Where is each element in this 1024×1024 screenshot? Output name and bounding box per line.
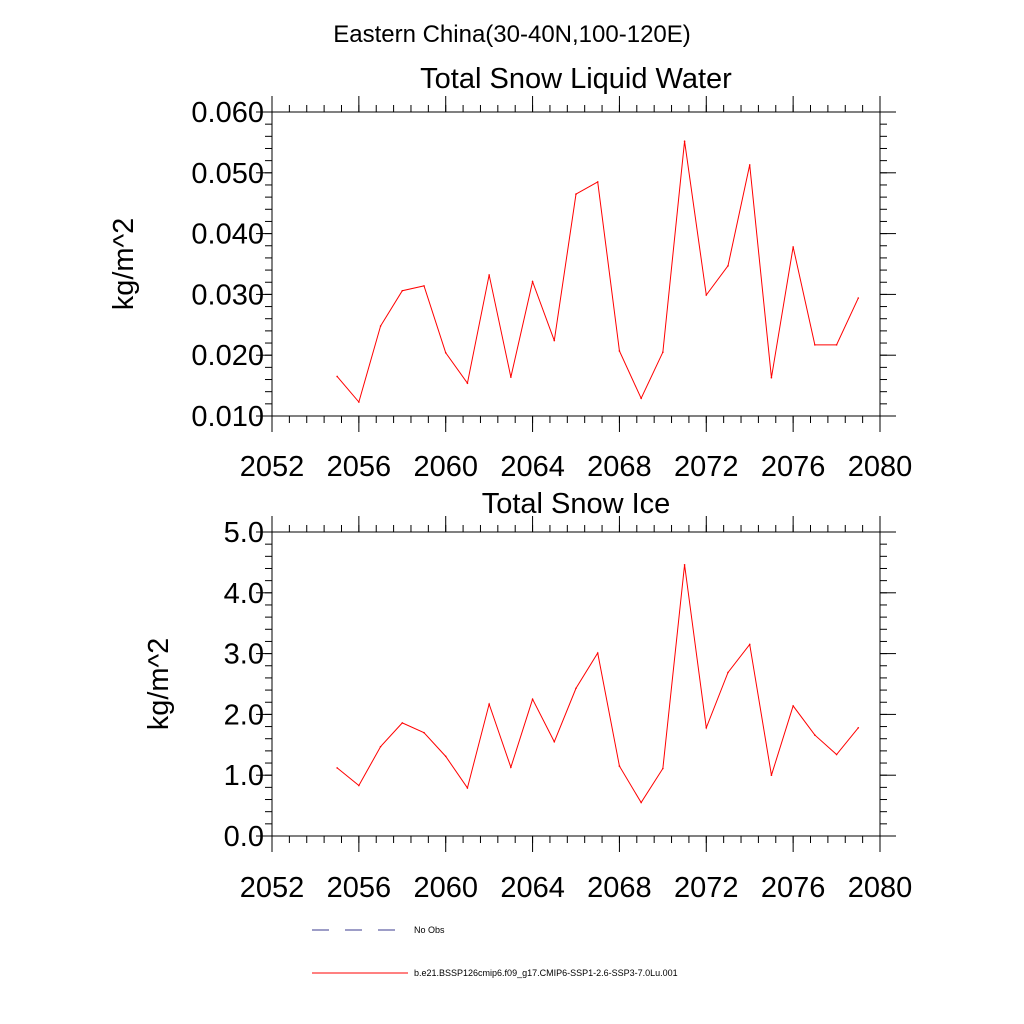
data-point: [510, 376, 512, 378]
x-tick-label: 2068: [587, 872, 652, 904]
y-tick-label: 0.010: [191, 401, 264, 433]
plot-frame: [271, 111, 881, 417]
data-point: [553, 740, 556, 743]
y-tick-label: 3.0: [224, 639, 264, 671]
data-point: [510, 766, 512, 769]
data-point: [488, 274, 490, 276]
x-tick-label: 2060: [413, 872, 478, 904]
data-point: [336, 767, 338, 769]
legend-label: No Obs: [414, 925, 445, 935]
data-point: [705, 294, 708, 296]
data-point: [575, 193, 577, 195]
data-point: [358, 784, 360, 787]
y-tick-label: 2.0: [224, 699, 264, 731]
x-tick-label: 2056: [327, 872, 392, 904]
series-line: [336, 141, 859, 404]
x-tick-label: 2056: [327, 451, 392, 483]
y-tick-label: 0.060: [191, 97, 264, 129]
x-tick-label: 2076: [761, 451, 826, 483]
data-point: [683, 140, 686, 142]
data-point: [835, 344, 838, 346]
chart-title: Total Snow Liquid Water: [420, 63, 732, 95]
figure-title: Eastern China(30-40N,100-120E): [333, 21, 691, 48]
legend-label: b.e21.BSSP126cmip6.f09_g17.CMIP6-SSP1-2.…: [414, 968, 678, 978]
data-point: [466, 787, 469, 789]
data-point: [575, 687, 577, 690]
y-tick-label: 5.0: [224, 517, 264, 549]
data-point: [531, 280, 534, 283]
data-point: [727, 671, 729, 674]
data-point: [596, 181, 599, 183]
data-point: [748, 643, 751, 646]
chart-panel-snow-ice: Total Snow Ice 2052 2056 2060 2064 2068 2072 20…: [143, 488, 912, 904]
plot-frame: [271, 531, 881, 837]
data-point: [444, 351, 447, 354]
y-tick-label: 0.030: [191, 279, 264, 311]
data-point: [662, 767, 664, 770]
data-point: [466, 382, 469, 384]
y-tick-label: 0.020: [191, 340, 264, 372]
x-tick-label: 2064: [500, 451, 565, 483]
y-tick-label: 0.040: [191, 219, 264, 251]
data-point: [553, 339, 556, 342]
data-point: [444, 755, 447, 758]
data-point: [336, 375, 338, 378]
y-axis-label: kg/m^2: [143, 638, 175, 731]
data-point: [531, 698, 534, 700]
x-tick-label: 2052: [240, 872, 305, 904]
x-tick-label: 2072: [674, 451, 739, 483]
data-point: [618, 350, 621, 352]
x-tick-label: 2076: [761, 872, 826, 904]
data-point: [662, 351, 664, 353]
y-tick-label: 0.050: [191, 158, 264, 190]
y-tick-label: 4.0: [224, 578, 264, 610]
data-point: [835, 753, 838, 756]
data-point: [770, 376, 773, 379]
x-tick-label: 2060: [413, 451, 478, 483]
x-tick-label: 2080: [848, 451, 913, 483]
x-tick-label: 2068: [587, 451, 652, 483]
data-point: [640, 801, 642, 804]
x-tick-label: 2080: [848, 872, 913, 904]
x-tick-label: 2072: [674, 872, 739, 904]
data-point: [358, 401, 360, 403]
data-point: [423, 285, 425, 287]
x-tick-label: 2064: [500, 872, 565, 904]
data-point: [618, 765, 621, 767]
data-point: [857, 297, 860, 299]
data-point: [705, 726, 708, 729]
y-tick-label: 0.0: [224, 821, 264, 853]
data-point: [401, 722, 404, 724]
chart-panel-snow-liquid-water: Total Snow Liquid Water 2052 2056 2060 2064 2…: [108, 63, 912, 483]
data-point: [814, 344, 816, 346]
y-tick-label: 1.0: [224, 760, 264, 792]
data-point: [814, 734, 816, 736]
data-point: [379, 745, 382, 748]
data-point: [792, 705, 794, 707]
x-tick-label: 2052: [240, 451, 305, 483]
data-point: [488, 703, 490, 705]
data-point: [596, 652, 599, 654]
data-point: [792, 246, 794, 248]
data-point: [727, 265, 729, 267]
data-point: [683, 564, 686, 566]
legend: No Obs b.e21.BSSP126cmip6.f09_g17.CMIP6-S…: [312, 925, 678, 978]
y-axis-label: kg/m^2: [108, 218, 140, 311]
data-point: [640, 397, 642, 400]
data-point: [770, 774, 773, 776]
data-point: [857, 726, 860, 729]
data-point: [379, 325, 382, 327]
data-point: [748, 164, 751, 166]
data-point: [401, 289, 404, 292]
data-point: [423, 731, 425, 734]
chart-title: Total Snow Ice: [482, 488, 671, 520]
series-line: [336, 564, 859, 804]
